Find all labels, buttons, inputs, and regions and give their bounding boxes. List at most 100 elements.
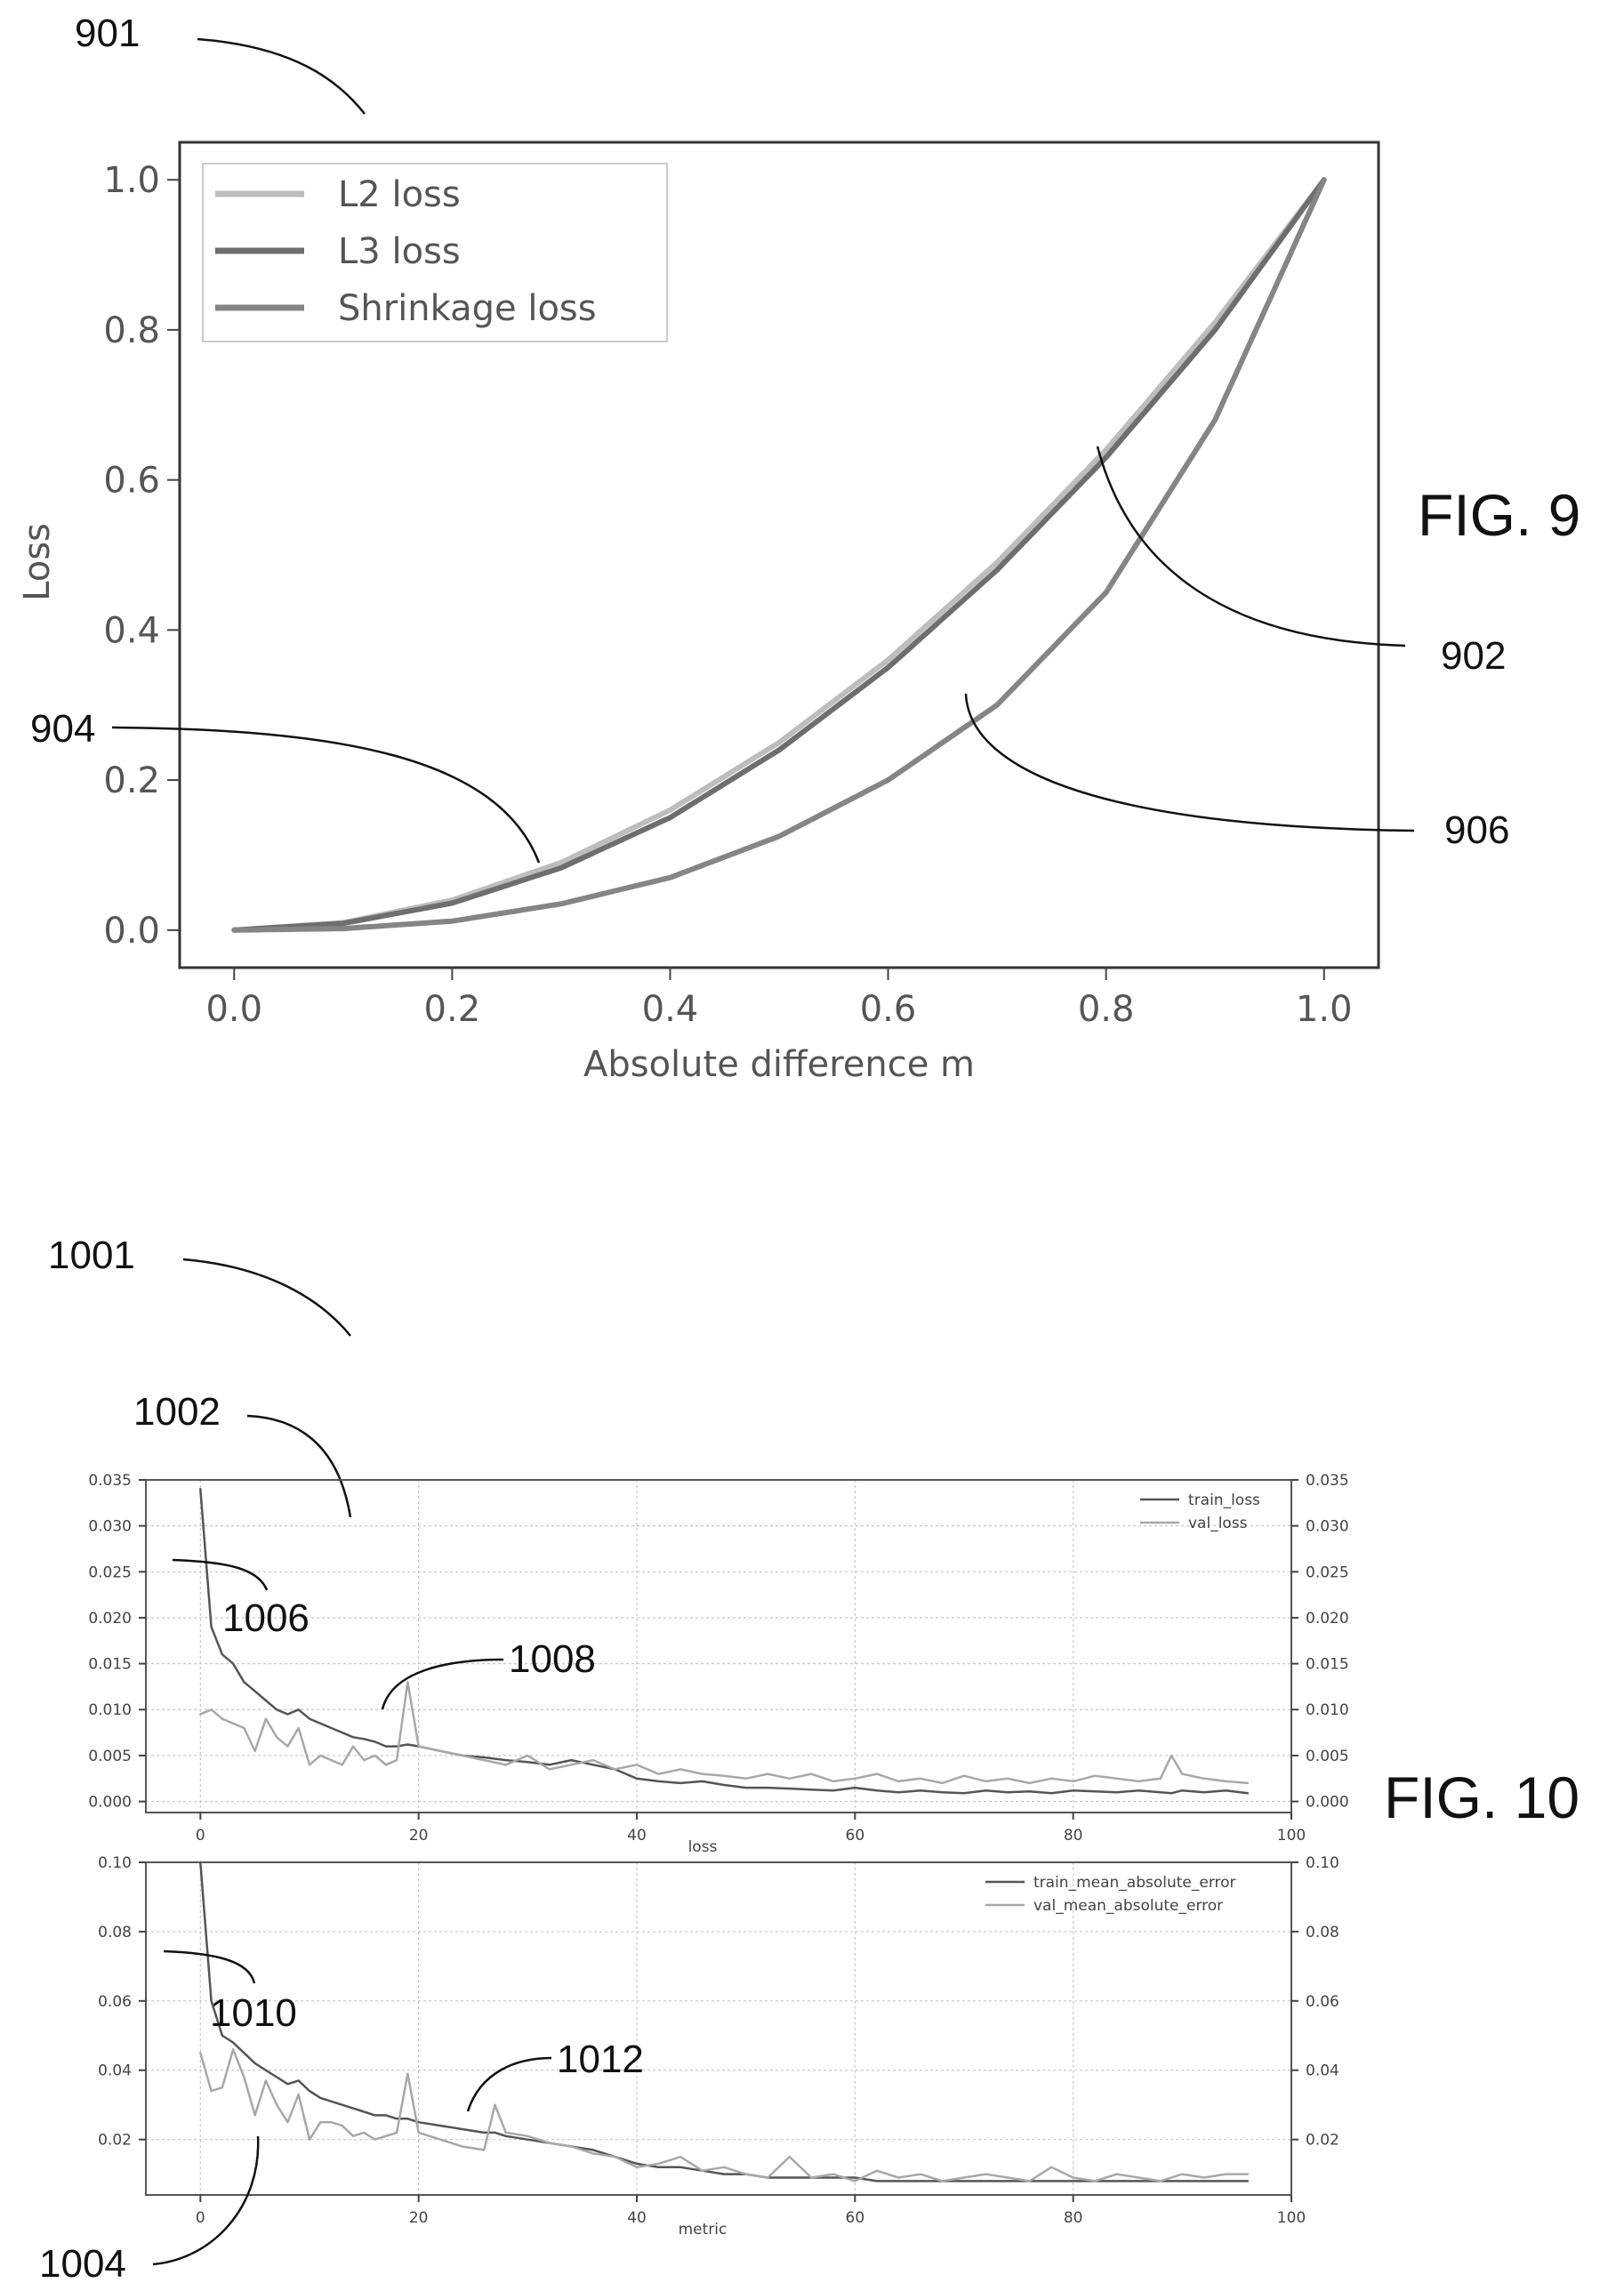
fig10-loss-chart: 0 20 40 60 80 100 0.000 0.005 0.010 0.015 0.020 0.…: [88, 1472, 1348, 1856]
fig9-x-tick-label-2: 0.4: [642, 989, 699, 1030]
fig9-y-ticks: 0.0 0.2 0.4 0.6 0.8 1.0: [103, 160, 180, 952]
ref-1012: 1012: [557, 2038, 644, 2081]
loss-y-tick-label-right-6: 0.030: [1306, 1518, 1349, 1536]
fig9-x-tick-label-4: 0.8: [1078, 989, 1135, 1030]
metric-series-line-1: [199, 2048, 1250, 2183]
fig9-y-tick-label-1: 0.2: [103, 760, 160, 801]
metric-x-tick-label-5: 100: [1277, 2209, 1306, 2227]
fig10-caption: FIG. 10: [1384, 1765, 1580, 1830]
loss-y-tick-label-right-7: 0.035: [1306, 1472, 1349, 1490]
loss-x-tick-label-5: 100: [1277, 1827, 1306, 1845]
fig9-series-line-2: [231, 177, 1327, 933]
fig9-x-ticks: 0.0 0.2 0.4 0.6 0.8 1.0: [205, 968, 1353, 1030]
loss-y-ticks-left: 0.000 0.005 0.010 0.015 0.020 0.025 0.030 0.035: [88, 1472, 146, 1812]
loss-y-tick-label-7: 0.035: [88, 1472, 132, 1490]
fig9-plot-frame: [178, 141, 1380, 969]
loss-y-tick-label-1: 0.005: [88, 1748, 132, 1765]
ref-1010: 1010: [210, 1991, 297, 2035]
fig9-y-axis-label: Loss: [17, 523, 58, 601]
metric-y-tick-label-0: 0.02: [98, 2132, 132, 2150]
leader-906: [964, 693, 1415, 832]
ref-906: 906: [1444, 808, 1509, 852]
fig9-x-tick-label-1: 0.2: [424, 989, 481, 1030]
leader-901: [197, 37, 366, 115]
loss-y-tick-label-right-3: 0.015: [1306, 1656, 1349, 1674]
fig9-legend: L2 loss L3 loss Shrinkage loss: [202, 163, 668, 342]
metric-legend-label-val: val_mean_absolute_error: [1033, 1897, 1223, 1915]
leader-904: [111, 726, 541, 864]
ref-1004: 1004: [39, 2242, 126, 2283]
fig9-series-line-1: [231, 177, 1327, 933]
metric-series-lines: [199, 1861, 1250, 2183]
loss-plot-frame: [145, 1479, 1292, 1813]
loss-y-tick-label-0: 0.000: [88, 1794, 132, 1812]
metric-y-tick-label-right-0: 0.02: [1306, 2132, 1339, 2150]
loss-grid: [146, 1479, 1292, 1813]
metric-y-ticks-left: 0.02 0.04 0.06 0.08 0.10: [98, 1854, 146, 2150]
fig9-y-tick-label-3: 0.6: [103, 461, 160, 502]
loss-x-tick-label-3: 60: [846, 1827, 865, 1845]
metric-x-tick-label-1: 20: [409, 2209, 429, 2227]
loss-x-tick-label-1: 20: [409, 1827, 429, 1845]
ref-904: 904: [30, 707, 95, 751]
ref-1006: 1006: [222, 1596, 310, 1640]
leader-1012: [466, 2056, 552, 2112]
leader-1002: [246, 1414, 352, 1518]
loss-series-line-0: [199, 1488, 1250, 1795]
leader-1004: [152, 2135, 260, 2266]
loss-y-tick-label-right-4: 0.020: [1306, 1610, 1349, 1628]
metric-y-tick-label-1: 0.04: [98, 2062, 132, 2080]
fig9-series-lines: [231, 177, 1327, 933]
fig9-chart: 0.0 0.2 0.4 0.6 0.8 1.0 0.0 0.2 0.4 0.6 0.8 1.0 Ab…: [17, 141, 1380, 1085]
loss-y-tick-label-4: 0.020: [88, 1610, 132, 1628]
metric-legend-label-train: train_mean_absolute_error: [1033, 1874, 1236, 1892]
leader-1010: [163, 1949, 256, 1984]
fig9-y-tick-label-2: 0.4: [103, 610, 160, 651]
loss-y-tick-label-3: 0.015: [88, 1656, 132, 1674]
leader-1008: [381, 1658, 504, 1710]
fig9-legend-label-shrinkage: Shrinkage loss: [338, 288, 597, 329]
loss-y-tick-label-2: 0.010: [88, 1701, 132, 1719]
metric-y-tick-label-right-1: 0.04: [1306, 2062, 1339, 2080]
metric-x-tick-label-3: 60: [846, 2209, 865, 2227]
metric-y-tick-label-right-3: 0.08: [1306, 1924, 1339, 1941]
metric-series-line-0: [199, 1861, 1250, 2183]
metric-y-tick-label-3: 0.08: [98, 1924, 132, 1941]
fig10-metric-chart: 0 20 40 60 80 100 0.020.040.060.080.10 0.020.…: [39, 1854, 1339, 2283]
ref-1008: 1008: [509, 1637, 596, 1681]
fig10-callouts: 1001 1002 FIG. 10: [48, 1234, 1580, 1830]
metric-x-tick-label-2: 40: [627, 2209, 647, 2227]
metric-y-tick-label-4: 0.10: [98, 1854, 132, 1872]
loss-x-tick-label-4: 80: [1064, 1827, 1083, 1845]
metric-y-tick-label-right-4: 0.10: [1306, 1854, 1339, 1872]
loss-legend: train_loss val_loss: [1140, 1491, 1260, 1532]
loss-x-tick-label-2: 40: [627, 1827, 647, 1845]
fig9-x-axis-label: Absolute difference m: [583, 1044, 975, 1085]
metric-y-tick-label-2: 0.06: [98, 1993, 132, 2011]
metric-x-tick-label-4: 80: [1064, 2209, 1083, 2227]
fig9-caption: FIG. 9: [1418, 482, 1580, 548]
ref-901: 901: [75, 12, 140, 55]
fig9-y-tick-label-4: 0.8: [103, 310, 160, 351]
fig9-x-tick-label-3: 0.6: [860, 989, 917, 1030]
metric-x-ticks: 0 20 40 60 80 100: [196, 2195, 1306, 2227]
fig9-legend-label-l3: L3 loss: [338, 231, 461, 272]
fig9-y-tick-label-5: 1.0: [103, 160, 160, 201]
loss-x-tick-label-0: 0: [196, 1827, 205, 1845]
fig9-x-tick-label-5: 1.0: [1296, 989, 1353, 1030]
loss-series-lines: [199, 1488, 1250, 1795]
ref-1001: 1001: [48, 1234, 135, 1277]
metric-y-tick-label-right-2: 0.06: [1306, 1993, 1339, 2011]
loss-x-axis-label: loss: [688, 1838, 718, 1856]
fig9-callouts: 901 FIG. 9 902 904 906: [30, 12, 1580, 864]
ref-902: 902: [1441, 634, 1506, 678]
loss-series-line-1: [199, 1681, 1250, 1785]
loss-y-tick-label-5: 0.025: [88, 1564, 132, 1581]
loss-y-tick-label-right-0: 0.000: [1306, 1794, 1349, 1812]
loss-y-tick-label-right-1: 0.005: [1306, 1748, 1349, 1765]
leader-1001: [182, 1258, 351, 1337]
loss-x-ticks: 0 20 40 60 80 100: [196, 1813, 1306, 1845]
metric-plot-frame: [145, 1861, 1292, 2196]
leader-902: [1096, 446, 1406, 647]
